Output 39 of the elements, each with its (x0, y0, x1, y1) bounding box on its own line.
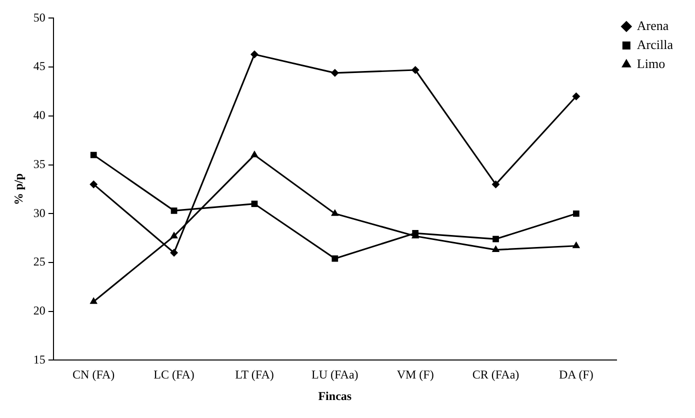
y-tick-label: 20 (33, 304, 46, 318)
x-axis-title: Fincas (318, 388, 352, 403)
point (330, 68, 339, 77)
point (250, 150, 258, 158)
point (492, 180, 500, 188)
x-tick-label: LT (FA) (235, 368, 274, 382)
point (90, 297, 98, 304)
point (411, 66, 420, 74)
point (170, 208, 178, 214)
y-tick-label: 40 (33, 108, 46, 122)
point (331, 209, 339, 216)
x-tick-label: CN (FA) (72, 368, 115, 382)
point (251, 200, 258, 208)
y-tick-label: 15 (33, 352, 46, 366)
point (170, 248, 178, 257)
y-tick-label: 25 (33, 254, 46, 269)
legend-label: Limo (636, 56, 666, 71)
point (572, 241, 580, 248)
point (332, 255, 338, 262)
x-tick-label: LC (FA) (154, 368, 194, 382)
point (492, 245, 500, 252)
legend-label: Arena (636, 18, 669, 33)
x-tick-label: CR (FAa) (472, 368, 520, 382)
x-tick-label: VM (F) (396, 368, 434, 382)
point (572, 92, 580, 100)
x-tick-label: DA (F) (559, 368, 594, 382)
y-tick-label: 50 (33, 10, 46, 24)
point (250, 50, 258, 58)
y-tick-label: 30 (33, 206, 46, 220)
point (573, 210, 580, 217)
point (492, 236, 499, 242)
y-axis-title: % p/p (11, 173, 26, 206)
point (170, 232, 178, 238)
legend-label: Arcilla (636, 36, 674, 52)
point (90, 180, 98, 188)
x-tick-label: LU (FAa) (312, 368, 358, 382)
y-tick-label: 45 (33, 59, 46, 74)
y-tick-label: 35 (33, 156, 46, 171)
point (90, 152, 97, 158)
